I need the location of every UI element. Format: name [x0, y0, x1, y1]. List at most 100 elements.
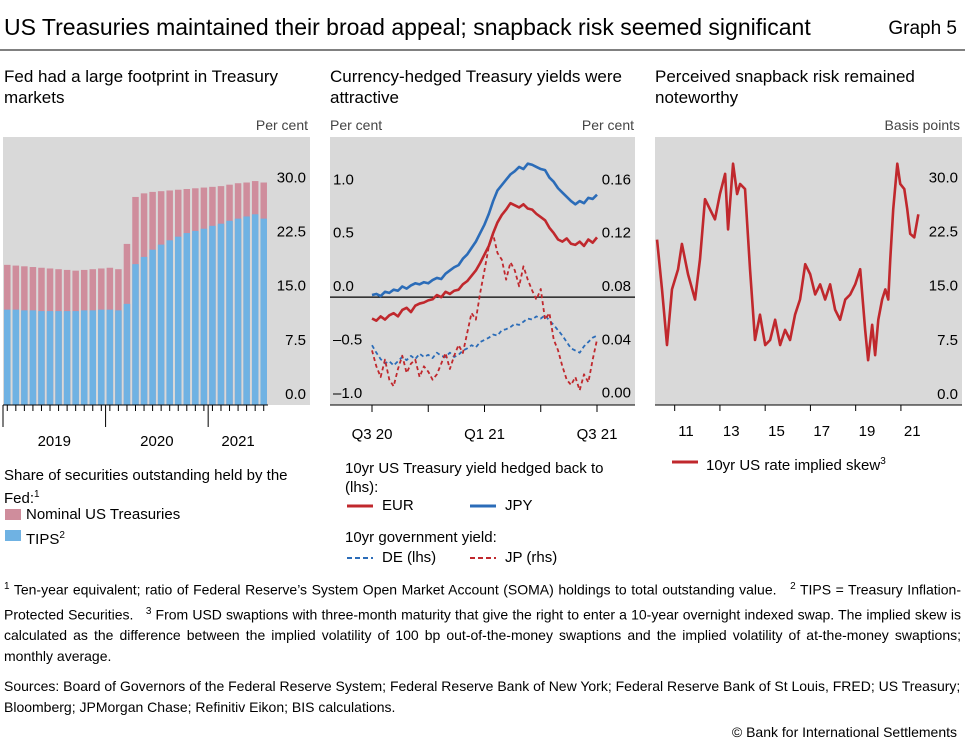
y-tick-label: 0.12 — [602, 225, 631, 242]
x-tick-label: 21 — [904, 423, 921, 440]
bar — [234, 218, 242, 405]
x-tick-label: 19 — [859, 423, 876, 440]
footnote-text: From USD swaptions with three-month matu… — [4, 606, 961, 665]
legend-title: 10yr government yield: — [345, 529, 497, 546]
footnote-text: Ten-year equivalent; ratio of Federal Re… — [13, 581, 777, 598]
x-group-label: 2021 — [221, 433, 254, 450]
legend-entry: JP (rhs) — [505, 549, 558, 566]
x-tick-label: 17 — [813, 423, 830, 440]
legend-title-text: Share of securities outstanding held by … — [4, 467, 288, 507]
bar — [174, 236, 182, 405]
bar — [192, 230, 199, 405]
panel-title: Fed had a large footprint in Treasury ma… — [4, 67, 279, 107]
bar — [4, 309, 11, 405]
bar — [80, 310, 88, 405]
x-tick-label: Q3 20 — [352, 426, 393, 443]
legend-entry: JPY — [505, 497, 533, 514]
x-tick-label: Q1 21 — [464, 426, 505, 443]
bar — [149, 249, 156, 405]
y-tick-label: 0.0 — [333, 278, 354, 295]
footnote-mark: 3 — [145, 605, 152, 617]
y-tick-label: 0.08 — [602, 278, 631, 295]
page-title: US Treasuries maintained their broad app… — [4, 14, 811, 40]
panel-title: Perceived snapback risk remained notewor… — [655, 67, 915, 107]
x-tick-label: 11 — [678, 423, 694, 440]
bar — [72, 311, 79, 405]
legend-text: TIPS — [26, 531, 60, 548]
bar — [251, 214, 259, 405]
bar — [55, 311, 62, 405]
y-tick-label: 15.0 — [929, 278, 958, 295]
x-tick-label: Q3 21 — [577, 426, 618, 443]
bar — [12, 309, 20, 405]
bar — [63, 311, 71, 405]
legend-entry: TIPS2 — [26, 526, 65, 549]
footnote-text: TIPS = Treasury Inflation-Protected Secu… — [4, 581, 962, 623]
x-tick-label: 15 — [768, 423, 785, 440]
x-group-label: 2019 — [38, 433, 71, 450]
series-line — [655, 162, 920, 362]
bar — [243, 216, 250, 405]
axis-unit: Per cent — [330, 117, 383, 133]
y-tick-label: 0.00 — [602, 385, 631, 402]
legend-swatch — [5, 530, 21, 541]
footnote-mark: 1 — [4, 581, 10, 592]
bar — [226, 220, 233, 405]
y-tick-label: 7.5 — [285, 332, 306, 349]
bar — [166, 240, 173, 405]
legend-entry: DE (lhs) — [382, 549, 437, 566]
axis-unit: Per cent — [581, 117, 634, 133]
footnote-mark: 1 — [34, 489, 40, 500]
bar — [38, 311, 45, 405]
bar — [140, 256, 148, 405]
axis-unit: Basis points — [884, 117, 960, 133]
panel-title: Currency-hedged Treasury yields were att… — [330, 67, 622, 107]
y-tick-label: 22.5 — [929, 223, 958, 240]
y-tick-label: 22.5 — [277, 223, 306, 240]
y-tick-label: 0.16 — [602, 171, 631, 188]
copyright: © Bank for International Settlements — [731, 724, 957, 740]
bar — [183, 233, 191, 405]
legend-entry: 10yr US rate implied skew3 — [706, 452, 886, 475]
footnotes: 1 Ten-year equivalent; ratio of Federal … — [4, 576, 961, 667]
legend-text: 10yr US rate implied skew — [706, 457, 881, 474]
bar — [209, 225, 216, 405]
footnote-mark: 2 — [59, 530, 65, 541]
series-line — [371, 201, 599, 322]
x-tick-label: 13 — [723, 423, 740, 440]
bar — [157, 244, 165, 405]
footnote-mark: 2 — [790, 581, 796, 592]
y-tick-label: 1.0 — [333, 171, 354, 188]
bar — [46, 311, 54, 405]
y-tick-label: 0.0 — [285, 386, 306, 403]
legend-title: 10yr US Treasury yield hedged back to (l… — [345, 460, 604, 496]
y-tick-label: 0.5 — [333, 225, 354, 242]
series-line — [371, 162, 598, 298]
bar — [89, 310, 97, 405]
sources: Sources: Board of Governors of the Feder… — [4, 678, 961, 715]
legend-entry: EUR — [382, 497, 414, 514]
axis-unit: Per cent — [255, 117, 308, 133]
y-tick-label: –1.0 — [333, 385, 362, 402]
plot-background — [3, 137, 310, 405]
bar — [29, 310, 37, 405]
y-tick-label: –0.5 — [333, 332, 362, 349]
bar — [98, 309, 105, 405]
y-tick-label: 7.5 — [937, 332, 958, 349]
footnote-mark: 3 — [880, 456, 886, 467]
y-tick-label: 30.0 — [277, 169, 306, 186]
bar — [260, 218, 267, 405]
bar — [200, 228, 208, 405]
y-tick-label: 30.0 — [929, 169, 958, 186]
graph-label: Graph 5 — [888, 18, 957, 39]
y-tick-label: 15.0 — [277, 278, 306, 295]
bar — [106, 309, 114, 405]
legend-entry: Nominal US Treasuries — [26, 506, 181, 523]
series-line — [371, 233, 598, 392]
y-tick-label: 0.04 — [602, 331, 631, 348]
bar — [217, 223, 225, 405]
x-group-label: 2020 — [140, 433, 173, 450]
legend-title: Share of securities outstanding held by … — [4, 466, 304, 508]
